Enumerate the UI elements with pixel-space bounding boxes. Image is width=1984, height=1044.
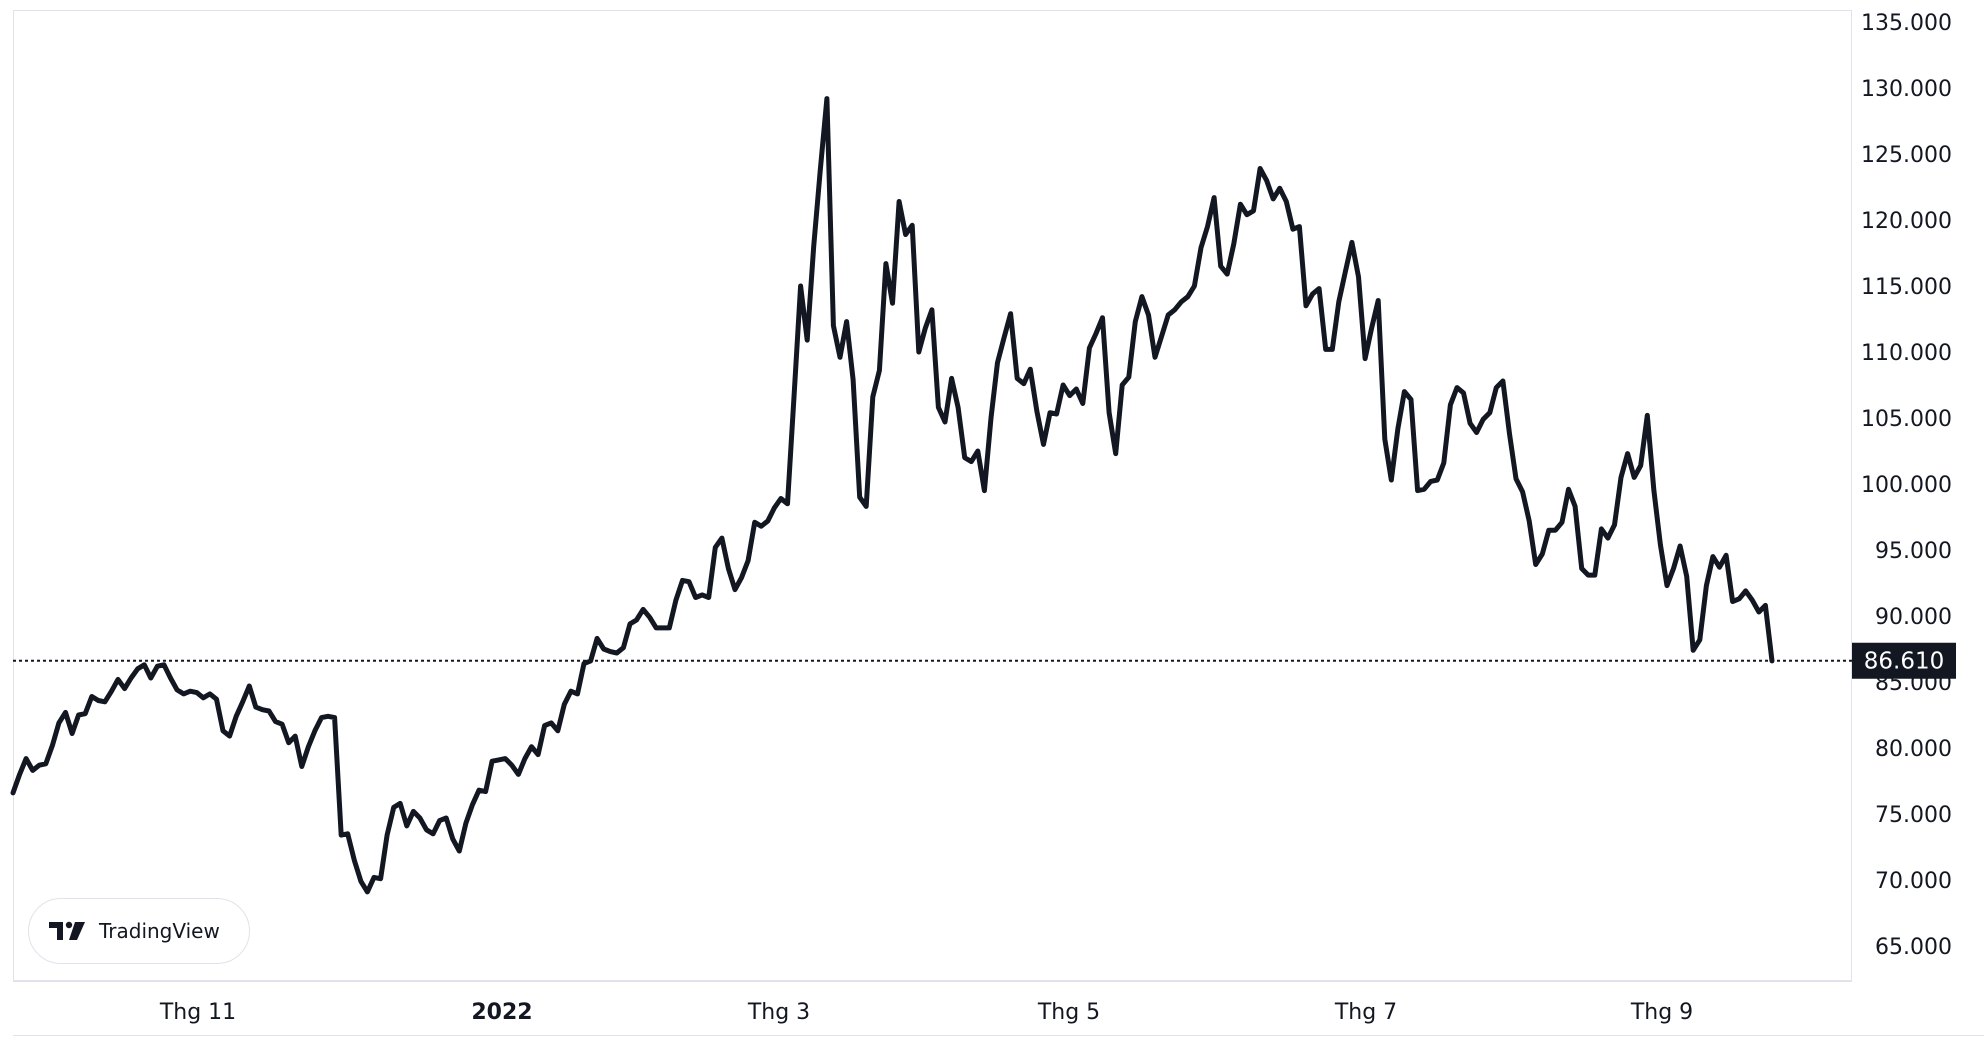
y-tick-label: 125.000 bbox=[1861, 143, 1952, 168]
tradingview-logo-text: TradingView bbox=[99, 919, 220, 943]
y-tick-label: 120.000 bbox=[1861, 209, 1952, 234]
y-tick-label: 135.000 bbox=[1861, 11, 1952, 36]
y-tick-label: 90.000 bbox=[1875, 605, 1952, 630]
y-tick-label: 75.000 bbox=[1875, 803, 1952, 828]
x-tick-label: Thg 11 bbox=[159, 1000, 236, 1025]
y-tick-label: 130.000 bbox=[1861, 77, 1952, 102]
x-tick-label: Thg 7 bbox=[1334, 1000, 1397, 1025]
x-tick-label: Thg 5 bbox=[1037, 1000, 1100, 1025]
tradingview-logo-icon bbox=[49, 921, 85, 940]
y-tick-label: 65.000 bbox=[1875, 935, 1952, 960]
y-tick-label: 80.000 bbox=[1875, 737, 1952, 762]
series-layer bbox=[10, 96, 1775, 895]
last-price-label-bg bbox=[1852, 642, 1956, 679]
x-tick-label: 2022 bbox=[471, 1000, 532, 1025]
last-price-label-text: 86.610 bbox=[1864, 649, 1944, 675]
time-axis[interactable]: Thg 11 2022 Thg 3 Thg 5 Thg 7 Thg 9 bbox=[159, 1000, 1693, 1025]
y-tick-label: 105.000 bbox=[1861, 407, 1952, 432]
chart-pane-border bbox=[13, 10, 1852, 981]
y-tick-label: 100.000 bbox=[1861, 473, 1952, 498]
y-tick-label: 115.000 bbox=[1861, 275, 1952, 300]
y-tick-label: 95.000 bbox=[1875, 539, 1952, 564]
x-tick-label: Thg 3 bbox=[747, 1000, 810, 1025]
last-price-label: 86.610 bbox=[1852, 642, 1956, 679]
x-tick-label: Thg 9 bbox=[1630, 1000, 1693, 1025]
tradingview-logo-badge[interactable]: TradingView bbox=[28, 898, 250, 964]
y-tick-label: 110.000 bbox=[1861, 341, 1952, 366]
y-tick-label: 70.000 bbox=[1875, 869, 1952, 894]
price-axis[interactable]: 135.000 130.000 125.000 120.000 115.000 110.0… bbox=[1861, 11, 1952, 960]
price-series-line bbox=[10, 96, 1775, 895]
